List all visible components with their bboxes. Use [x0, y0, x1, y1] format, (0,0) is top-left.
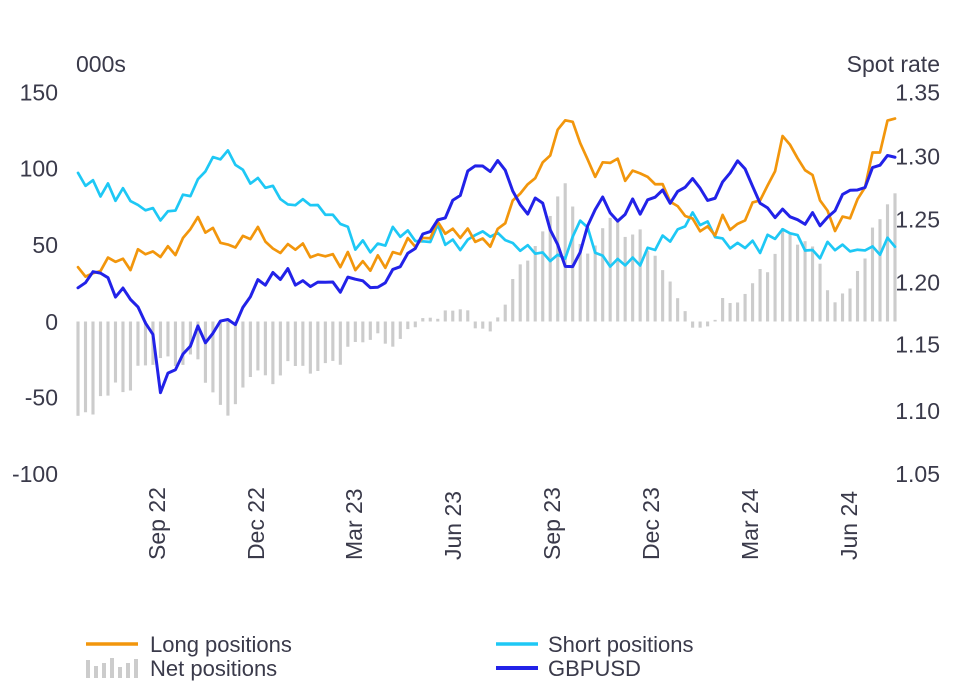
svg-text:1.10: 1.10 — [895, 398, 940, 424]
svg-text:Sep 22: Sep 22 — [144, 487, 170, 560]
svg-text:1.05: 1.05 — [895, 461, 940, 487]
svg-text:1.30: 1.30 — [895, 144, 940, 170]
svg-text:Jun 23: Jun 23 — [440, 491, 466, 560]
svg-text:Spot rate: Spot rate — [847, 51, 940, 77]
svg-text:1.35: 1.35 — [895, 80, 940, 106]
svg-text:000s: 000s — [76, 51, 126, 77]
svg-text:-50: -50 — [25, 385, 58, 411]
svg-text:0: 0 — [45, 309, 58, 335]
svg-text:Mar 23: Mar 23 — [341, 488, 367, 560]
svg-text:Long positions: Long positions — [150, 632, 292, 657]
svg-text:Jun 24: Jun 24 — [836, 491, 862, 560]
svg-text:Sep 23: Sep 23 — [539, 487, 565, 560]
svg-text:1.15: 1.15 — [895, 332, 940, 358]
svg-text:Dec 22: Dec 22 — [243, 487, 269, 560]
svg-text:Short positions: Short positions — [548, 632, 694, 657]
svg-text:GBPUSD: GBPUSD — [548, 656, 641, 681]
svg-text:1.20: 1.20 — [895, 270, 940, 296]
svg-text:Dec 23: Dec 23 — [638, 487, 664, 560]
svg-text:Mar 24: Mar 24 — [737, 488, 763, 560]
svg-text:-100: -100 — [12, 461, 58, 487]
svg-text:100: 100 — [20, 156, 58, 182]
svg-text:1.25: 1.25 — [895, 207, 940, 233]
svg-text:50: 50 — [32, 232, 58, 258]
svg-text:Net positions: Net positions — [150, 656, 277, 681]
svg-text:150: 150 — [20, 80, 58, 106]
